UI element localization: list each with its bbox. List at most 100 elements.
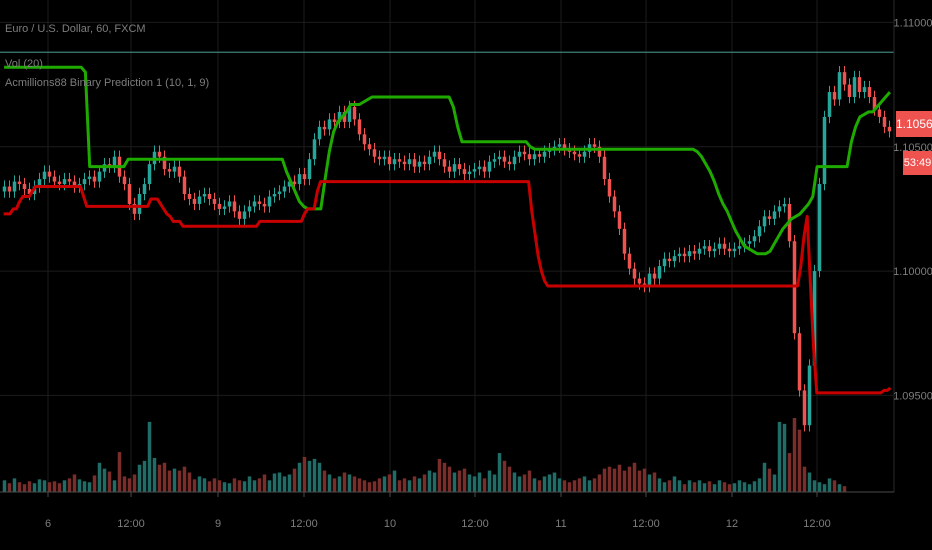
volume-bar: [127, 478, 132, 492]
volume-bar: [502, 460, 507, 492]
volume-bar: [177, 470, 182, 492]
volume-bar: [687, 480, 692, 492]
candle-body: [837, 72, 842, 100]
candle-body: [682, 253, 687, 257]
volume-bar: [57, 483, 62, 492]
candle-body: [637, 278, 642, 284]
x-tick-label: 12:00: [117, 518, 145, 530]
candle-body: [697, 248, 702, 254]
volume-bar: [312, 458, 317, 492]
volume-bar: [787, 453, 792, 492]
candle-body: [472, 169, 477, 172]
volume-bar: [372, 481, 377, 492]
volume-bar: [147, 421, 152, 492]
candle-body: [712, 248, 717, 252]
candle-body: [457, 164, 462, 170]
volume-bar: [457, 470, 462, 492]
volume-bar: [677, 480, 682, 492]
x-tick-label: 12:00: [632, 518, 660, 530]
volume-bar: [537, 480, 542, 492]
candle-body: [287, 181, 292, 187]
candle-body: [362, 134, 367, 145]
volume-bar: [512, 472, 517, 492]
candle-body: [142, 184, 147, 194]
candle-body: [817, 184, 822, 272]
candle-body: [732, 248, 737, 252]
volume-bar: [832, 480, 837, 492]
candle-body: [52, 176, 57, 182]
volume-bar: [692, 482, 697, 492]
candle-body: [657, 266, 662, 279]
volume-bar: [472, 476, 477, 492]
candle-body: [497, 156, 502, 160]
candle-body: [82, 179, 87, 185]
candle-body: [692, 251, 697, 254]
volume-bar: [292, 468, 297, 492]
volume-bar: [77, 479, 82, 492]
candle-body: [187, 194, 192, 199]
volume-bar: [737, 480, 742, 492]
volume-bar: [107, 471, 112, 492]
volume-bar: [602, 468, 607, 492]
volume-bar: [322, 470, 327, 492]
volume-bar: [217, 480, 222, 492]
volume-bar: [482, 478, 487, 492]
candle-body: [212, 198, 217, 204]
x-tick-label: 12:00: [461, 518, 489, 530]
volume-bar: [632, 462, 637, 492]
volume-bar: [352, 476, 357, 492]
volume-bar: [637, 470, 642, 492]
volume-bar: [437, 458, 442, 492]
volume-bar: [782, 423, 787, 492]
candle-body: [442, 159, 447, 167]
volume-bar: [697, 480, 702, 492]
candle-body: [677, 253, 682, 257]
candle-body: [167, 169, 172, 172]
volume-bar: [262, 474, 267, 492]
candle-body: [492, 159, 497, 162]
volume-bar: [197, 476, 202, 492]
candle-body: [337, 111, 342, 122]
candle-body: [322, 126, 327, 130]
volume-bar: [157, 464, 162, 492]
volume-bar: [827, 478, 832, 492]
volume-bar: [592, 478, 597, 492]
volume-bar: [792, 418, 797, 492]
candle-body: [517, 151, 522, 157]
candle-body: [87, 176, 92, 180]
candle-body: [452, 164, 457, 172]
volume-bar: [837, 484, 842, 492]
volume-bar: [307, 460, 312, 492]
volume-bar: [117, 452, 122, 492]
candle-body: [542, 151, 547, 157]
candle-body: [162, 156, 167, 170]
volume-bar: [37, 479, 42, 492]
volume-bar: [747, 484, 752, 492]
candle-body: [42, 171, 47, 180]
candle-body: [592, 144, 597, 147]
volume-bar: [597, 474, 602, 492]
volume-bars: [2, 418, 847, 492]
candle-body: [802, 390, 807, 426]
candle-body: [622, 228, 627, 254]
volume-bar: [462, 468, 467, 492]
volume-bar: [277, 472, 282, 492]
volume-bar: [27, 481, 32, 492]
candle-body: [387, 156, 392, 165]
volume-bar: [547, 474, 552, 492]
volume-bar: [797, 429, 802, 492]
volume-bar: [377, 478, 382, 492]
volume-bar: [327, 474, 332, 492]
candle-body: [317, 126, 322, 140]
volume-bar: [432, 472, 437, 492]
candle-body: [867, 87, 872, 98]
volume-bar: [577, 478, 582, 492]
candle-body: [62, 179, 67, 185]
candle-body: [527, 154, 532, 160]
volume-bar: [97, 462, 102, 492]
volume-bar: [362, 480, 367, 492]
volume-bar: [567, 482, 572, 492]
candle-body: [177, 166, 182, 177]
candle-body: [822, 116, 827, 185]
